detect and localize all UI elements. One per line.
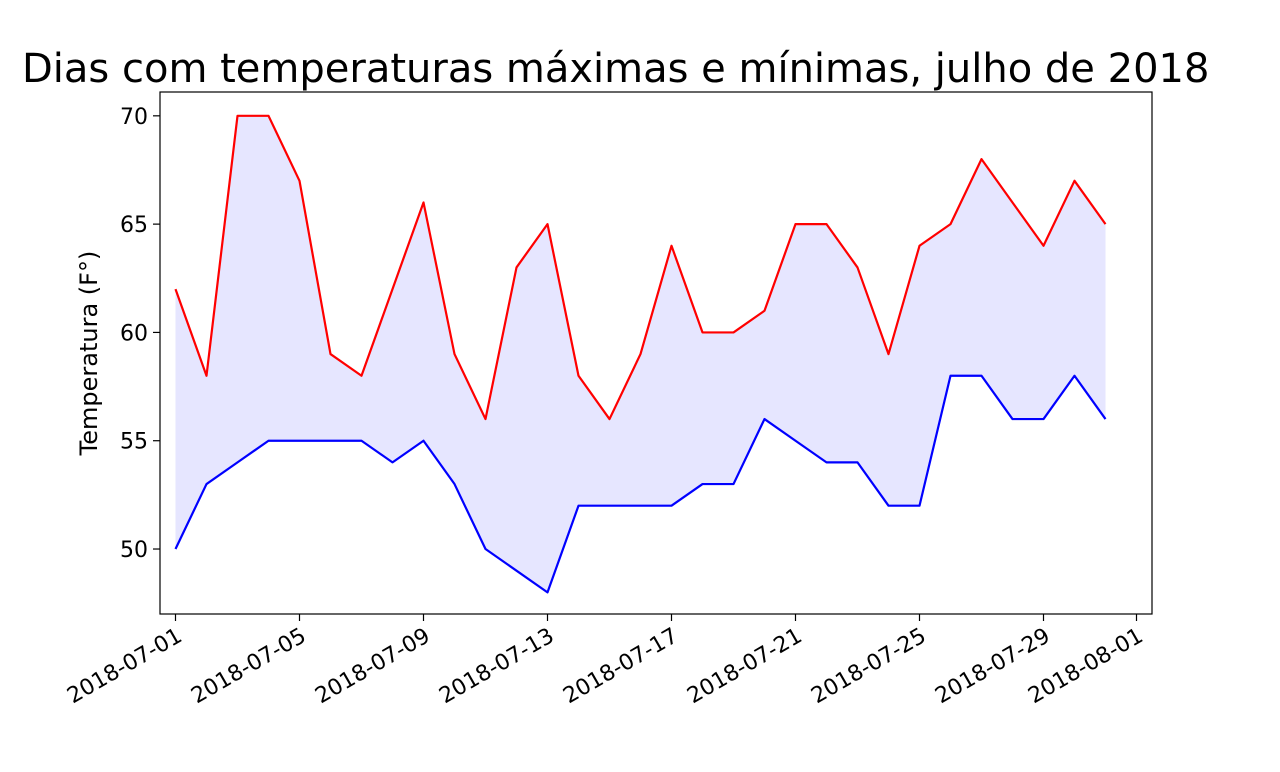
chart-title: Dias com temperaturas máximas e mínimas,… [22,46,1209,92]
plot-area: 50 55 60 65 70 2018-07-01 2018-07-05 2018-07-09… [63,91,1153,710]
y-tick-label-50: 50 [120,538,148,563]
max-temperature-line [174,114,1107,421]
plot-frame [159,91,1153,615]
y-axis-label: Temperatura (F°) [75,251,103,457]
y-tick-label-70: 70 [120,105,148,130]
y-tick-label-55: 55 [120,430,148,455]
y-tick-label-65: 65 [120,213,148,238]
x-tick-label-2018-07-01: 2018-07-01 [63,624,186,710]
min-temperature-line [174,374,1107,594]
x-tick-label-2018-07-17: 2018-07-17 [559,624,682,710]
y-tick-label-60: 60 [120,321,148,346]
x-tick-label-2018-07-13: 2018-07-13 [435,624,558,710]
x-tick-label-2018-07-21: 2018-07-21 [683,624,806,710]
x-tick-label-2018-07-09: 2018-07-09 [311,624,434,710]
plot-content [174,114,1107,594]
x-tick-label-2018-07-05: 2018-07-05 [187,624,310,710]
x-tick-label-2018-07-25: 2018-07-25 [807,624,930,710]
